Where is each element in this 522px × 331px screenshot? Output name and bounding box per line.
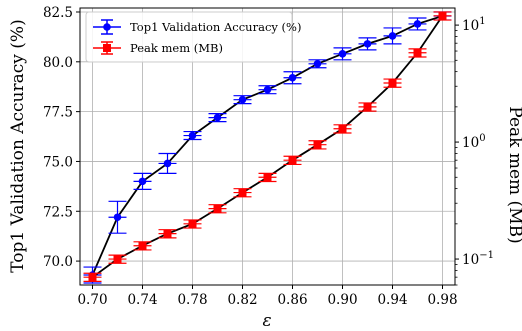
data-point: [313, 59, 322, 68]
y-left-tick-label: 70.0: [43, 254, 73, 270]
data-point: [213, 113, 222, 122]
y-left-tick-label: 72.5: [43, 204, 73, 220]
data-point: [363, 102, 372, 111]
data-point: [88, 273, 97, 282]
data-point: [413, 48, 422, 57]
y-left-tick-label: 80.0: [43, 55, 73, 71]
legend-box: [85, 11, 293, 63]
data-point: [288, 156, 297, 165]
x-tick-label: 0.82: [227, 292, 257, 308]
y-left-tick-label: 82.5: [43, 5, 73, 21]
x-axis-label: ε: [262, 311, 271, 331]
data-point: [413, 20, 422, 28]
x-tick-label: 0.90: [327, 292, 357, 308]
y-right-tick-label: 10−1: [462, 250, 494, 268]
ticks: 0.70 0.74 0.78 0.82 0.86 0.90 0.94 0.98 70.0 72.5…: [43, 5, 494, 308]
data-point: [138, 177, 147, 186]
data-point: [338, 124, 347, 133]
data-point: [113, 255, 122, 264]
y-right-tick-label: 101: [462, 16, 486, 34]
series-layer: [83, 11, 452, 284]
data-point: [313, 140, 322, 149]
data-point: [263, 85, 272, 94]
x-tick-label: 0.70: [77, 292, 107, 308]
y-right-tick-label: 100: [462, 133, 486, 151]
x-tick-label: 0.94: [377, 292, 407, 308]
data-point: [213, 204, 222, 213]
data-point: [438, 11, 447, 20]
data-point: [113, 213, 122, 222]
y-axis-label-left: Top1 Validation Accuracy (%): [8, 19, 28, 272]
data-point: [288, 73, 297, 82]
data-point: [238, 188, 247, 197]
data-point: [338, 50, 347, 58]
data-point: [163, 229, 172, 238]
y-axis-label-right: Peak mem (MB): [505, 106, 522, 243]
x-tick-label: 0.98: [427, 292, 457, 308]
plot-frame: [79, 7, 456, 286]
data-point: [263, 173, 272, 182]
y-left-tick-label: 75.0: [43, 154, 73, 170]
legend-marker-accuracy: [93, 19, 121, 35]
y-left-tick-label: 77.5: [43, 105, 73, 121]
data-point: [363, 40, 372, 48]
data-point: [238, 95, 247, 104]
legend-label-mem: Peak mem (MB): [130, 41, 223, 55]
x-tick-label: 0.74: [127, 292, 157, 308]
data-point: [388, 32, 397, 40]
legend: Top1 Validation Accuracy (%) Peak mem (M…: [85, 11, 301, 63]
data-point: [163, 159, 172, 168]
legend-marker-mem: [93, 41, 121, 55]
data-point: [188, 219, 197, 228]
data-point: [138, 241, 147, 250]
data-point: [388, 78, 397, 87]
data-point: [188, 131, 197, 140]
x-tick-label: 0.78: [177, 292, 207, 308]
series-peak-mem: [83, 11, 452, 283]
x-tick-label: 0.86: [277, 292, 307, 308]
legend-label-accuracy: Top1 Validation Accuracy (%): [130, 20, 301, 34]
